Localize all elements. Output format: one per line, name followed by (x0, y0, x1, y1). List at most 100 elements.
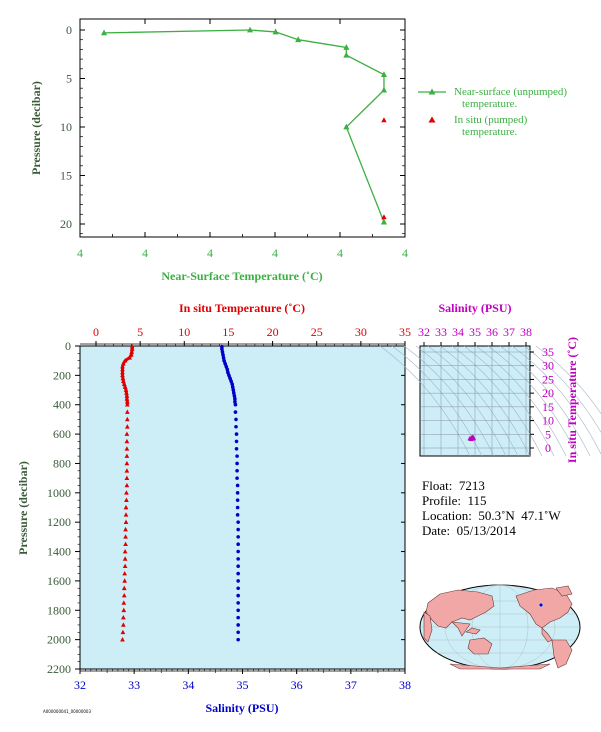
float-location-marker (538, 602, 544, 608)
near-surface-point (295, 36, 302, 43)
top-y-tick-label: 10 (60, 120, 72, 134)
float-id: Float: 7213 (422, 478, 485, 493)
salinity-point (236, 615, 240, 620)
density-contour (511, 345, 601, 455)
top-x-tick-label: 4 (207, 246, 213, 260)
salinity-point (235, 454, 239, 458)
salinity-point (236, 535, 240, 539)
in-situ-point (381, 214, 387, 220)
legend-item-near-surface: Near-surface (unpumped) temperature. (418, 86, 567, 110)
pressure-axis-ticks: 0 200 400 600 800 1000 1200 1400 1600 1800 2000 220… (47, 339, 405, 676)
salinity-point (236, 571, 240, 576)
main-plot-frame (79, 345, 406, 670)
top-plot-frame (79, 18, 406, 238)
temperature-point (123, 541, 128, 547)
temperature-tick-label: 5 (137, 325, 143, 339)
temperature-point (125, 416, 130, 422)
temperature-tick-label: 15 (222, 325, 234, 339)
temperature-point (121, 607, 127, 613)
near-surface-point (343, 44, 350, 50)
ts-salinity-tick-label: 37 (503, 325, 515, 339)
temperature-tick-label: 0 (93, 325, 99, 339)
salinity-point (236, 601, 240, 605)
density-contour (415, 345, 507, 457)
ts-temperature-tick-label: 20 (542, 386, 554, 400)
temperature-point (124, 475, 130, 480)
pressure-tick-label: 400 (53, 398, 71, 412)
temperature-point (121, 615, 126, 620)
pressure-tick-label: 2000 (47, 633, 71, 647)
temperature-point (121, 585, 127, 591)
temperature-tick-label: 10 (178, 325, 190, 339)
salinity-profile (220, 344, 240, 642)
salinity-point (234, 439, 239, 444)
near-surface-point (343, 51, 350, 58)
temperature-tick-label: 30 (355, 325, 367, 339)
temperature-point (124, 446, 130, 451)
legend-symbol-near-surface (418, 86, 454, 100)
pressure-tick-label: 1200 (47, 515, 71, 529)
top-y-tick-label: 5 (66, 72, 72, 86)
temperature-point (120, 637, 125, 642)
temperature-point (124, 460, 130, 466)
near-surface-point (343, 123, 350, 130)
ts-salinity-tick-label: 34 (452, 325, 464, 339)
profile-chart: 0 5 10 15 20 25 30 35 32 33 34 35 36 37 38 0 200 400 600… (16, 301, 411, 715)
ts-temperature-tick-label: 25 (542, 372, 554, 386)
top-x-tick-label: 4 (272, 246, 278, 260)
ts-points (467, 434, 476, 442)
density-contour (463, 345, 555, 457)
top-y-tick-label: 20 (60, 217, 72, 231)
pressure-tick-label: 600 (53, 427, 71, 441)
salinity-point (235, 468, 239, 473)
salinity-point (236, 623, 240, 627)
temperature-point (121, 622, 126, 627)
top-x-tick-label: 4 (77, 246, 83, 260)
density-contour (523, 345, 601, 433)
near-surface-chart: 4 4 4 4 4 4 0 5 10 15 20 Near-Surface Temperature… (29, 18, 408, 283)
temperature-point (122, 570, 128, 576)
salinity-tick-label: 37 (345, 678, 357, 692)
legend-symbol-in-situ (418, 114, 454, 128)
temperature-point (122, 563, 128, 569)
ts-salinity-ticks: 32 33 34 35 36 37 38 (418, 325, 532, 346)
top-x-tick-label: 4 (337, 246, 343, 260)
temperature-point (123, 504, 129, 510)
temperature-profile (120, 344, 135, 642)
temperature-point (125, 424, 130, 429)
salinity-point (233, 402, 238, 407)
density-contour (403, 345, 495, 457)
near-surface-point (380, 218, 388, 225)
temperature-tick-label: 25 (311, 325, 323, 339)
salinity-point (234, 417, 238, 422)
salinity-point (236, 542, 240, 547)
pressure-tick-label: 2200 (47, 662, 71, 676)
density-contour (499, 345, 591, 457)
float-location: Location: 50.3˚N 47.1˚W (422, 508, 561, 523)
ts-temperature-tick-label: 30 (542, 359, 554, 373)
legend-label-in-situ-2: temperature. (462, 126, 518, 138)
density-contour (427, 345, 519, 457)
salinity-point (235, 491, 240, 495)
top-y-tick-label: 15 (60, 169, 72, 183)
temperature-tick-label: 35 (399, 325, 411, 339)
salinity-point (236, 564, 240, 569)
near-surface-point (380, 86, 388, 93)
salinity-tick-label: 36 (291, 678, 303, 692)
top-chart-legend: Near-surface (unpumped) temperature. In … (418, 86, 567, 138)
salinity-point (235, 513, 240, 517)
ts-salinity-tick-label: 33 (435, 325, 447, 339)
temperature-point (124, 453, 130, 458)
pressure-tick-label: 1000 (47, 486, 71, 500)
top-x-tick-label: 4 (402, 246, 408, 260)
top-y-ticks: 0 5 10 15 20 (60, 23, 405, 235)
temperature-point (124, 490, 129, 495)
ts-salinity-tick-label: 36 (486, 325, 498, 339)
profile-number: Profile: 115 (422, 493, 487, 508)
top-y-tick-label: 0 (66, 23, 72, 37)
ts-point (469, 434, 475, 440)
salinity-tick-label: 35 (237, 678, 249, 692)
temperature-axis-label: In situ Temperature (˚C) (179, 301, 305, 315)
ts-salinity-tick-label: 38 (520, 325, 532, 339)
